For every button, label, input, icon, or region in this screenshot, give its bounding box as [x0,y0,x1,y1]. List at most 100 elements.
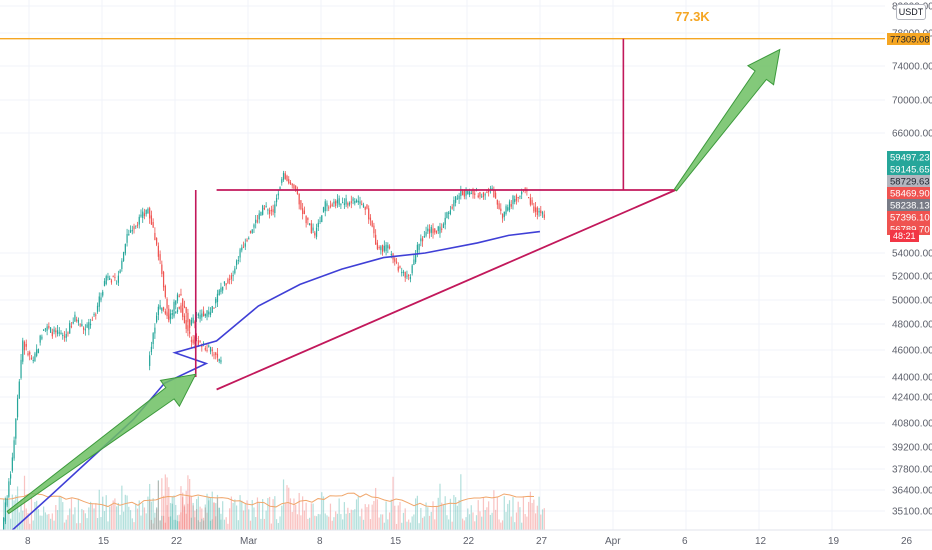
candle-body [291,183,293,186]
candle-body [305,215,307,224]
volume-bar [114,498,116,530]
candle-body [395,261,398,263]
candle-body [81,324,83,327]
volume-bar [187,503,189,530]
candle-body [237,259,239,261]
volume-bar [145,513,147,530]
volume-bar [269,496,271,530]
candle-body [204,313,206,317]
volume-bar [521,522,523,530]
candle-body [496,199,498,205]
candle-body [93,314,95,316]
volume-bar [408,519,410,530]
volume-bar [248,509,250,530]
volume-bar [368,504,370,530]
volume-bar [128,506,130,530]
candle-body [190,340,193,342]
candle-body [197,340,199,347]
candle-body [65,334,67,338]
volume-bar [70,498,73,530]
candle-body [531,200,533,205]
candle-body [453,200,455,207]
candle-body [315,227,318,237]
volume-bar [401,522,403,530]
candle-body [183,315,186,324]
candle-body [319,220,321,222]
candle-body [128,234,130,236]
candle-body [460,189,462,196]
currency-badge[interactable]: USDT [896,4,926,20]
candle-body [229,278,231,280]
volume-bar [472,512,474,530]
candle-body [215,352,217,355]
candle-body [260,211,262,216]
volume-bar [72,514,74,530]
candle-body [63,336,66,338]
volume-bar [192,505,194,530]
candle-body [335,201,337,206]
candle-body [48,325,50,328]
candle-body [116,283,118,285]
volume-bar [312,503,314,530]
volume-bar [103,511,106,530]
candle-body [168,308,170,320]
time-axis-label: 26 [901,536,913,547]
volume-bar [543,508,545,530]
volume-bar [531,502,533,530]
volume-bar [534,513,537,530]
candle-body [474,193,476,195]
volume-bar [102,496,104,530]
candle-body [517,197,519,199]
candle-body [3,517,5,530]
volume-bar [291,511,293,530]
volume-bar [37,508,40,530]
candle-body [543,214,545,218]
candle-body [84,329,86,331]
volume-bar [336,513,339,530]
volume-bar [142,502,144,530]
volume-bar [164,522,166,530]
candle-body [208,311,210,315]
volume-bar [296,514,299,530]
candle-body [279,187,281,190]
candle-body [338,198,340,205]
volume-bar [321,492,323,530]
candle-body [156,237,158,245]
candle-body [373,225,375,234]
volume-bar [25,508,27,530]
candle-body [100,297,102,301]
candle-body [274,204,276,214]
volume-bar [493,490,495,530]
volume-bar [96,518,99,530]
candle-body [251,229,253,233]
candle-body [468,191,471,195]
volume-bar [129,510,132,530]
candle-body [269,210,271,215]
candle-body [25,343,27,347]
candle-body [30,357,33,360]
volume-bar [467,508,469,530]
candle-body [220,287,222,292]
candle-body [131,230,133,232]
candle-body [262,205,264,215]
volume-bar [159,520,161,530]
volume-bar [274,496,276,530]
candle-body [484,194,486,196]
volume-bar [225,517,227,530]
volume-bar [275,519,278,530]
candle-body [171,313,173,315]
candle-body [494,192,497,199]
candle-body [185,320,187,329]
candle-body [95,314,97,316]
volume-bar [162,515,165,530]
candle-body [27,353,29,356]
candle-body [70,326,73,328]
candle-body [201,345,203,347]
candle-body [178,295,180,297]
volume-bar [173,495,175,530]
candle-body [34,353,36,362]
candle-body [430,226,432,233]
candle-body [307,217,309,221]
volume-bar [470,505,472,530]
